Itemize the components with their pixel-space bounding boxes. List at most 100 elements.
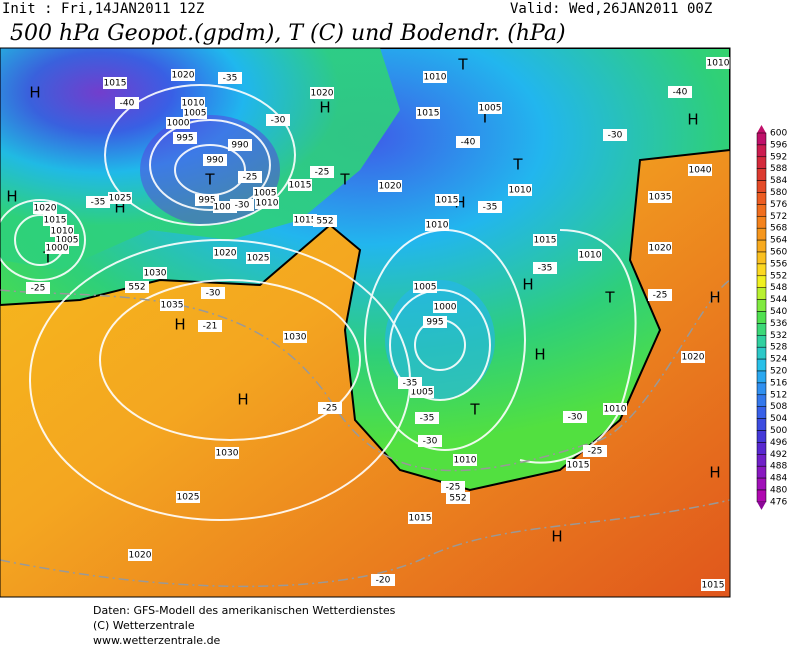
- contour-label: -20: [376, 576, 391, 586]
- contour-label: -40: [461, 138, 476, 148]
- contour-label: 1015: [702, 581, 725, 591]
- colorbar-label: 572: [770, 212, 787, 222]
- contour-label: 1030: [284, 333, 307, 343]
- colorbar-cell: [756, 465, 767, 479]
- contour-label: 1005: [56, 236, 79, 246]
- contour-label: 1040: [689, 166, 712, 176]
- map-frame: [0, 47, 731, 598]
- colorbar-cell: [756, 144, 767, 158]
- label-box: [423, 316, 447, 328]
- init-time: Init : Fri,14JAN2011 12Z: [2, 1, 204, 17]
- label-box: [201, 287, 225, 299]
- contour-label: 1005: [479, 104, 502, 114]
- contour-label: 1020: [34, 204, 57, 214]
- contour-label: 1020: [214, 249, 237, 259]
- label-box: [433, 301, 457, 313]
- valid-time: Valid: Wed,26JAN2011 00Z: [510, 1, 712, 17]
- colorbar-label: 524: [770, 355, 787, 365]
- label-box: [578, 249, 602, 261]
- contour-label: 1000: [46, 244, 69, 254]
- colorbar-cell: [756, 216, 767, 229]
- contour-label: -30: [423, 437, 438, 447]
- contour-label: 1025: [177, 493, 200, 503]
- label-box: [310, 87, 334, 99]
- contour-label: -25: [446, 483, 461, 493]
- label-box: [86, 196, 110, 208]
- label-box: [398, 377, 422, 389]
- colorbar-label: 492: [770, 450, 787, 460]
- colorbar-cell: [756, 311, 767, 324]
- colorbar-label: 484: [770, 474, 787, 484]
- contour-label: 1010: [707, 59, 730, 69]
- label-box: [26, 282, 50, 294]
- contour-label: -30: [608, 131, 623, 141]
- contour-label: 552: [316, 217, 333, 227]
- contour-label: 1015: [294, 216, 317, 226]
- contour-label: -30: [568, 413, 583, 423]
- label-box: [456, 136, 480, 148]
- contour-label: -25: [588, 447, 603, 457]
- pressure-center: T: [479, 109, 490, 127]
- footer-line: Daten: GFS-Modell des amerikanischen Wet…: [93, 604, 396, 617]
- label-box: [125, 281, 149, 293]
- label-box: [45, 242, 69, 254]
- footer-line: www.wetterzentrale.de: [93, 634, 221, 647]
- label-box: [681, 351, 705, 363]
- colorbar-cell: [756, 287, 767, 300]
- label-box: [288, 179, 312, 191]
- contour-label: 1020: [311, 89, 334, 99]
- colorbar-cell: [756, 477, 767, 491]
- label-box: [176, 491, 200, 503]
- colorbar-cell: [756, 251, 767, 265]
- pressure-center: H: [687, 111, 698, 129]
- contour-label: -25: [31, 284, 46, 294]
- label-box: [706, 57, 730, 69]
- label-box: [203, 154, 227, 166]
- contour-label: -25: [323, 404, 338, 414]
- pressure-center: T: [339, 171, 350, 189]
- contour-label: 1010: [579, 251, 602, 261]
- label-box: [255, 197, 279, 209]
- colorbar-cell: [756, 192, 767, 205]
- map-area: HHHHHHHHHHHHHTTTTTTTT1015102010101005100…: [0, 48, 730, 597]
- pressure-center: H: [709, 464, 720, 482]
- label-box: [508, 184, 532, 196]
- colorbar-label: 556: [770, 259, 787, 269]
- contour-label: 1015: [534, 236, 557, 246]
- label-box: [563, 411, 587, 423]
- label-box: [416, 107, 440, 119]
- pressure-center: T: [604, 289, 615, 307]
- colorbar-cell: [756, 168, 767, 181]
- contour-label: 1010: [182, 99, 205, 109]
- label-box: [583, 445, 607, 457]
- colorbar-cell: [756, 382, 767, 396]
- colorbar-cell: [756, 346, 767, 360]
- colorbar-cell: [756, 442, 767, 455]
- label-box: [313, 215, 337, 227]
- colorbar-cell: [756, 323, 767, 336]
- contour-label: 1015: [289, 181, 312, 191]
- contour-label: 1020: [129, 551, 152, 561]
- colorbar-label: 600: [770, 129, 787, 139]
- label-box: [478, 102, 502, 114]
- label-box: [215, 447, 239, 459]
- colorbar-label: 520: [770, 367, 787, 377]
- label-box: [566, 459, 590, 471]
- label-box: [181, 97, 205, 109]
- contour-label: 1015: [44, 216, 67, 226]
- label-box: [115, 97, 139, 109]
- colorbar-cell: [756, 239, 767, 253]
- colorbar-label: 540: [770, 307, 787, 317]
- label-box: [293, 214, 317, 226]
- contour-label: 1005: [414, 283, 437, 293]
- colorbar-cell: [756, 418, 767, 431]
- label-box: [246, 252, 270, 264]
- label-box: [171, 69, 195, 81]
- label-box: [253, 187, 277, 199]
- label-box: [453, 454, 477, 466]
- contour-label: 1005: [184, 109, 207, 119]
- colorbar-label: 548: [770, 283, 787, 293]
- contour-label: -30: [235, 201, 250, 211]
